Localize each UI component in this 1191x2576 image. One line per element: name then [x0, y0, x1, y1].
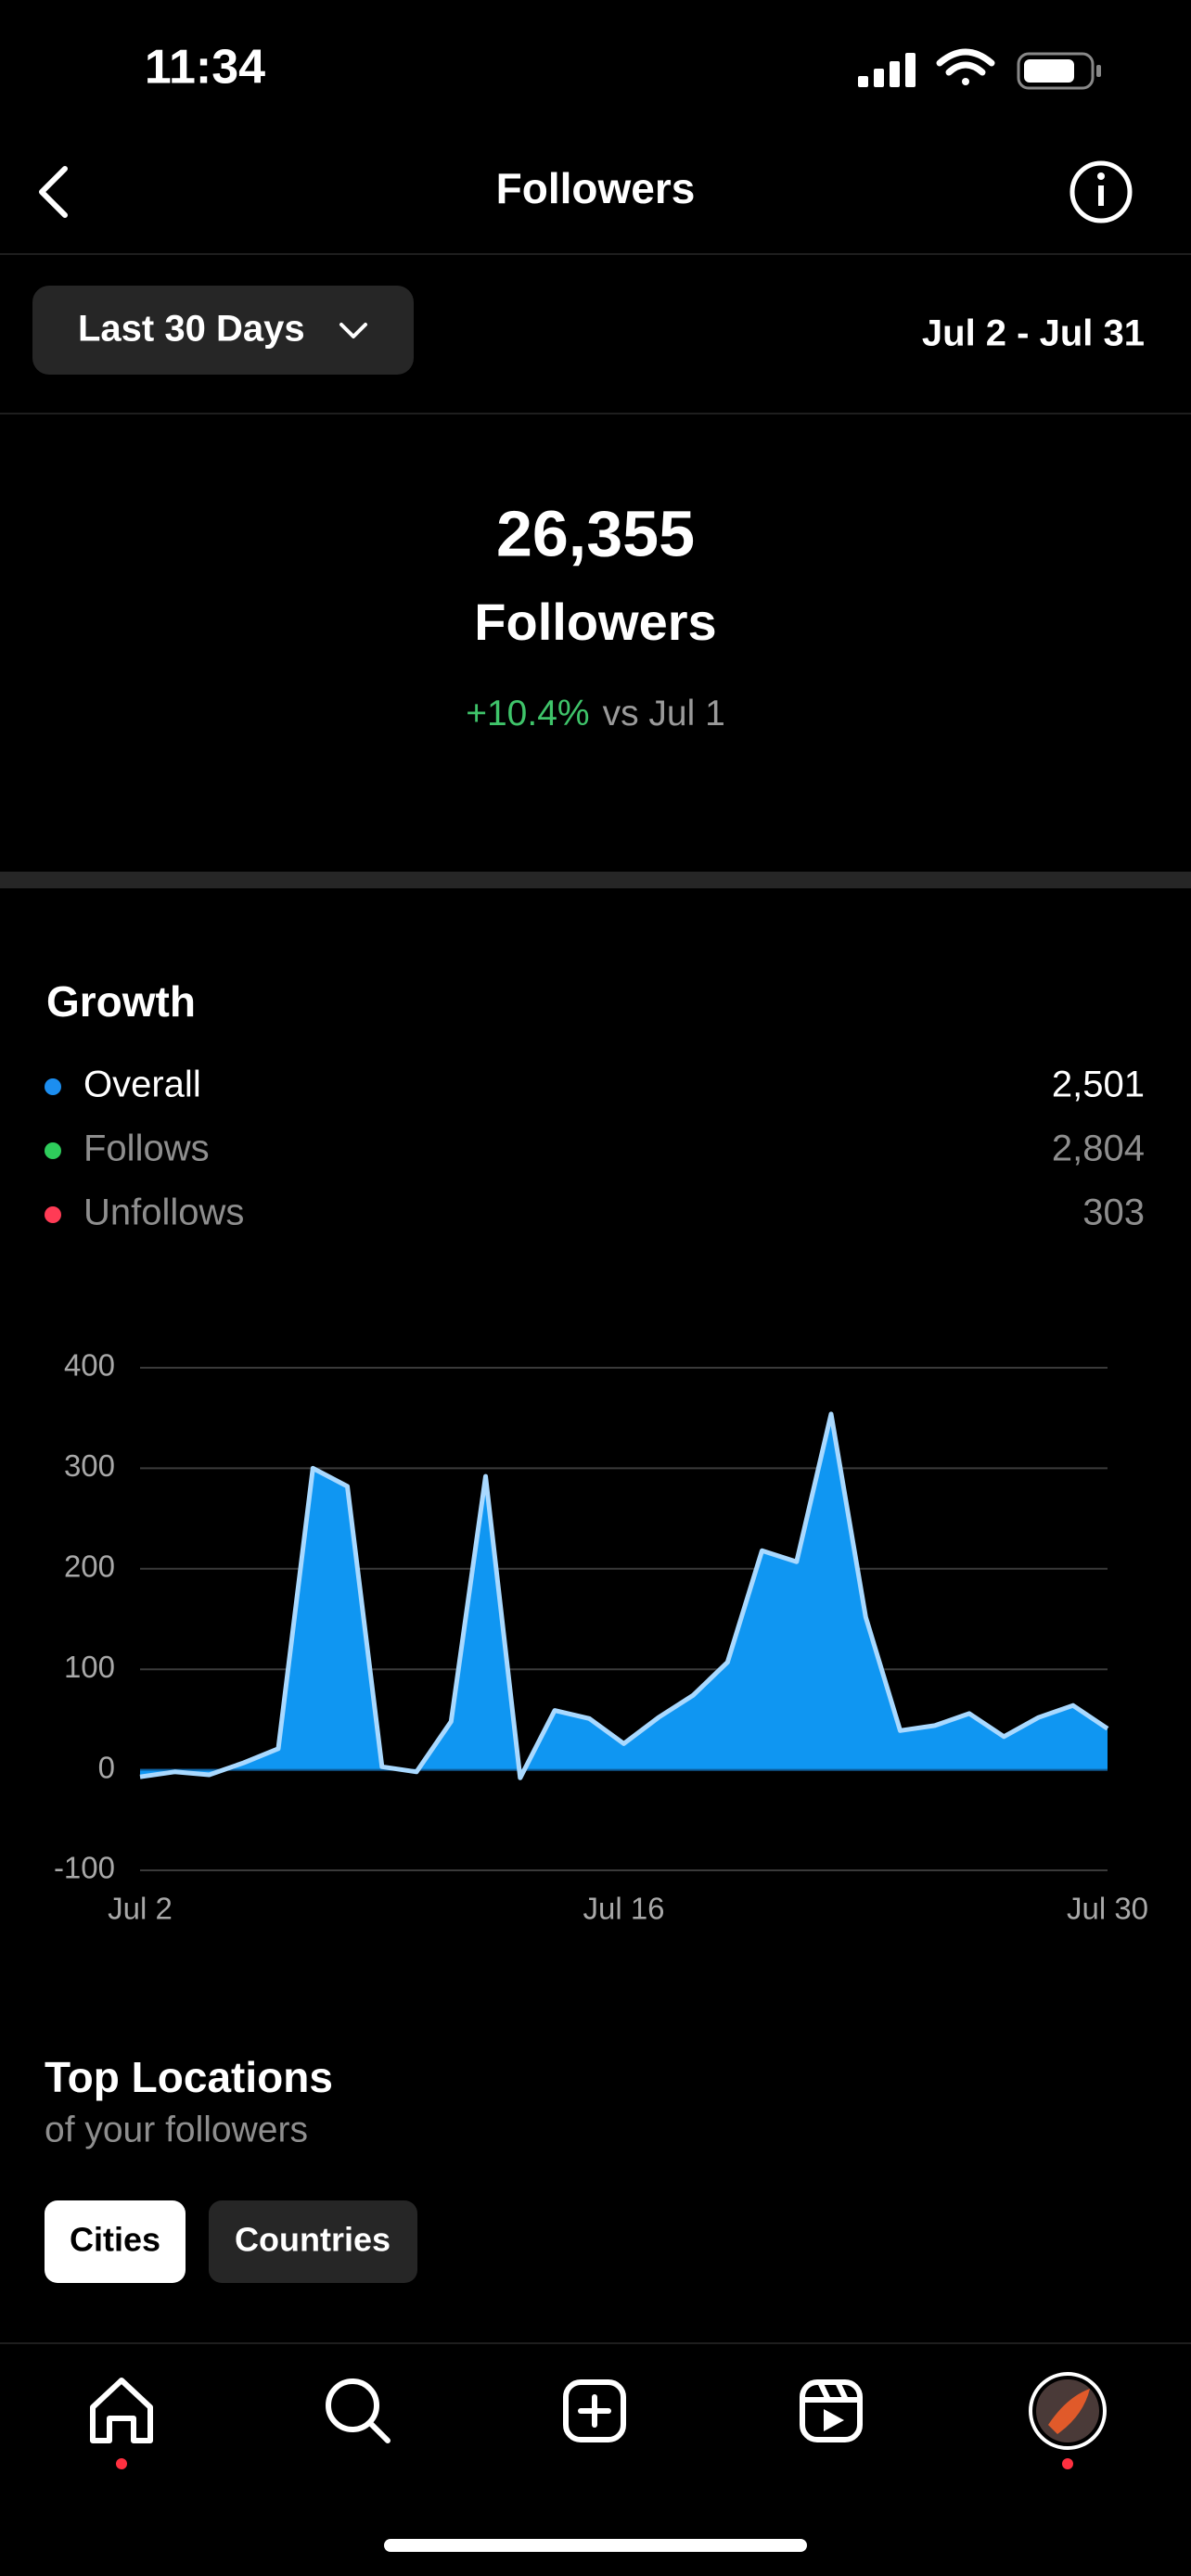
- follower-label: Followers: [474, 593, 716, 651]
- countries-tab[interactable]: Countries: [209, 2200, 417, 2283]
- y-tick-label: 100: [64, 1650, 115, 1684]
- line: [139, 1411, 1109, 1780]
- cities-tab[interactable]: Cities: [45, 2200, 186, 2283]
- y-tick-label: -100: [54, 1851, 115, 1885]
- info-button[interactable]: [1069, 160, 1133, 223]
- locations-title: Top Locations: [45, 2053, 333, 2101]
- x-tick-label: Jul 16: [583, 1892, 664, 1926]
- signal-icon: [858, 53, 916, 87]
- legend-value: 2,501: [1052, 1065, 1145, 1105]
- y-tick-label: 0: [98, 1750, 115, 1784]
- profile-tab[interactable]: [1029, 2372, 1107, 2469]
- legend-dot: [45, 1078, 61, 1095]
- change-line: +10.4% vs Jul 1: [466, 694, 725, 733]
- y-tick-label: 200: [64, 1549, 115, 1584]
- legend-label: Overall: [83, 1065, 201, 1105]
- header-title: Followers: [496, 164, 696, 212]
- growth-chart: -100 0 100 200 300 400 Jul 2 Jul 16 Jul 30: [54, 1348, 1148, 1926]
- x-tick-label: Jul 2: [108, 1892, 173, 1926]
- legend: Overall 2,501 Follows 2,804 Unfollows 303: [45, 1065, 1145, 1233]
- legend-label: Follows: [83, 1129, 210, 1169]
- locations-subtitle: of your followers: [45, 2110, 308, 2149]
- status-time: 11:34: [145, 41, 265, 95]
- tab-label: Countries: [235, 2221, 391, 2259]
- follower-count: 26,355: [496, 497, 695, 569]
- range-dropdown[interactable]: Last 30 Days: [32, 286, 414, 375]
- range-label: Last 30 Days: [78, 309, 305, 350]
- change-comparison: vs Jul 1: [603, 694, 725, 733]
- legend-dot: [45, 1142, 61, 1159]
- legend-value: 2,804: [1052, 1129, 1145, 1169]
- reels-tab[interactable]: [800, 2379, 863, 2442]
- legend-value: 303: [1082, 1192, 1145, 1233]
- battery-icon: [1017, 52, 1101, 90]
- search-tab[interactable]: [326, 2378, 391, 2443]
- back-button[interactable]: [39, 166, 68, 218]
- area: [140, 1413, 1108, 1779]
- home-tab[interactable]: [90, 2378, 153, 2469]
- home-indicator: [384, 2539, 807, 2552]
- y-tick-label: 300: [64, 1448, 115, 1483]
- create-tab[interactable]: [563, 2379, 626, 2442]
- tab-label: Cities: [70, 2221, 160, 2259]
- wifi-icon: [936, 48, 995, 85]
- change-value: +10.4%: [466, 694, 589, 733]
- x-tick-label: Jul 30: [1067, 1892, 1148, 1926]
- growth-title: Growth: [46, 977, 196, 1026]
- legend-label: Unfollows: [83, 1192, 244, 1233]
- section-separator: [0, 872, 1191, 888]
- date-range: Jul 2 - Jul 31: [922, 313, 1145, 354]
- y-tick-label: 400: [64, 1348, 115, 1383]
- legend-dot: [45, 1206, 61, 1223]
